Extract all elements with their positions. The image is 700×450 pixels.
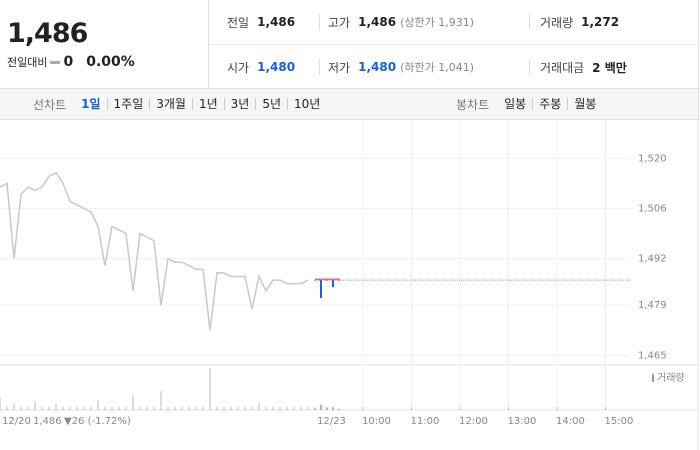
tab-bar: 선차트 1일 1주일 3개월 1년 3년 5년 10년 봉차트 일봉 주봉 월봉: [0, 89, 699, 120]
legend-label: 거래량: [657, 372, 685, 384]
flat-icon: [50, 60, 61, 64]
x-tick-label: 11:00: [411, 416, 440, 427]
stat-value: 1,480: [257, 60, 296, 74]
x-tick-label: 13:00: [508, 416, 537, 427]
quote: 1,486 전일대비 0 0.00%: [0, 0, 209, 88]
price: 1,486: [7, 18, 88, 49]
y-tick-label: 1,520: [638, 153, 667, 164]
stat-label: 거래대금: [540, 60, 585, 75]
stat-value: 1,480: [358, 60, 397, 74]
chart: 1,520 1,506 1,492 1,479 1,465 12/20 12/23 10:00…: [0, 120, 699, 450]
tab[interactable]: 1년: [191, 98, 224, 110]
stat: 거래대금 2 백만: [529, 59, 627, 75]
stat: 전일 1,486: [209, 14, 319, 30]
tab[interactable]: 1주일: [106, 98, 150, 110]
x-tick-label: 12/20: [2, 416, 31, 427]
stat-value: 1,272: [581, 15, 620, 29]
stats-row: 전일 1,486 고가 1,486 (상한가 1,931) 거래량 1,272: [209, 0, 698, 45]
y-tick-label: 1,479: [638, 300, 667, 311]
tab-group-label: 봉차트: [456, 97, 490, 112]
stat-label: 고가: [328, 15, 351, 30]
tab[interactable]: 주봉: [532, 98, 567, 110]
stat: 고가 1,486 (상한가 1,931): [319, 14, 529, 30]
x-tick-label: 12:00: [459, 416, 488, 427]
x-tick-label: 10:00: [362, 416, 391, 427]
x-tick-label: 14:00: [556, 416, 585, 427]
change: 전일대비 0 0.00%: [7, 54, 135, 70]
tab[interactable]: 3개월: [149, 98, 192, 110]
change-value: 0: [63, 54, 74, 70]
tab[interactable]: 10년: [287, 98, 326, 110]
tab-group-label: 선차트: [33, 97, 67, 112]
legend-swatch: [652, 374, 654, 382]
tab[interactable]: 3년: [223, 98, 256, 110]
header: 1,486 전일대비 0 0.00% 전일 1,486 고가 1,486 (상한가 1,…: [0, 0, 699, 89]
x-tick-label: 15:00: [605, 416, 634, 427]
stat-label: 전일: [227, 15, 250, 30]
stat-note: (상한가 1,931): [400, 16, 474, 29]
stat-value: 2 백만: [592, 60, 627, 75]
x-tick-label: 12/23: [317, 416, 346, 427]
tab[interactable]: 월봉: [567, 98, 602, 110]
change-rate: 0.00%: [86, 54, 135, 70]
stat-label: 거래량: [540, 15, 574, 30]
tab[interactable]: 1일: [81, 97, 101, 111]
line-tabs: 선차트 1일 1주일 3개월 1년 3년 5년 10년: [33, 89, 326, 119]
stat: 저가 1,480 (하한가 1,041): [319, 59, 529, 75]
stats-row: 시가 1,480 저가 1,480 (하한가 1,041) 거래대금 2 백만: [209, 45, 698, 89]
stat-label: 저가: [328, 60, 351, 75]
price-line: [0, 171, 309, 331]
y-tick-label: 1,506: [638, 203, 667, 214]
y-tick-label: 1,465: [638, 350, 667, 361]
y-tick-label: 1,492: [638, 254, 667, 265]
change-label: 전일대비: [7, 56, 48, 69]
stat-note: (하한가 1,041): [400, 61, 474, 74]
stat: 거래량 1,272: [529, 14, 619, 30]
prev-close: 1,486: [33, 416, 62, 427]
stat-label: 시가: [227, 60, 250, 75]
stat-value: 1,486: [257, 15, 296, 29]
stat: 시가 1,480: [209, 59, 319, 75]
stat-value: 1,486: [358, 15, 397, 29]
tab[interactable]: 일봉: [504, 97, 527, 111]
prev-change: ▼26 (-1.72%): [64, 416, 131, 427]
candle-tabs: 봉차트 일봉 주봉 월봉: [456, 89, 602, 119]
tab[interactable]: 5년: [255, 98, 287, 110]
